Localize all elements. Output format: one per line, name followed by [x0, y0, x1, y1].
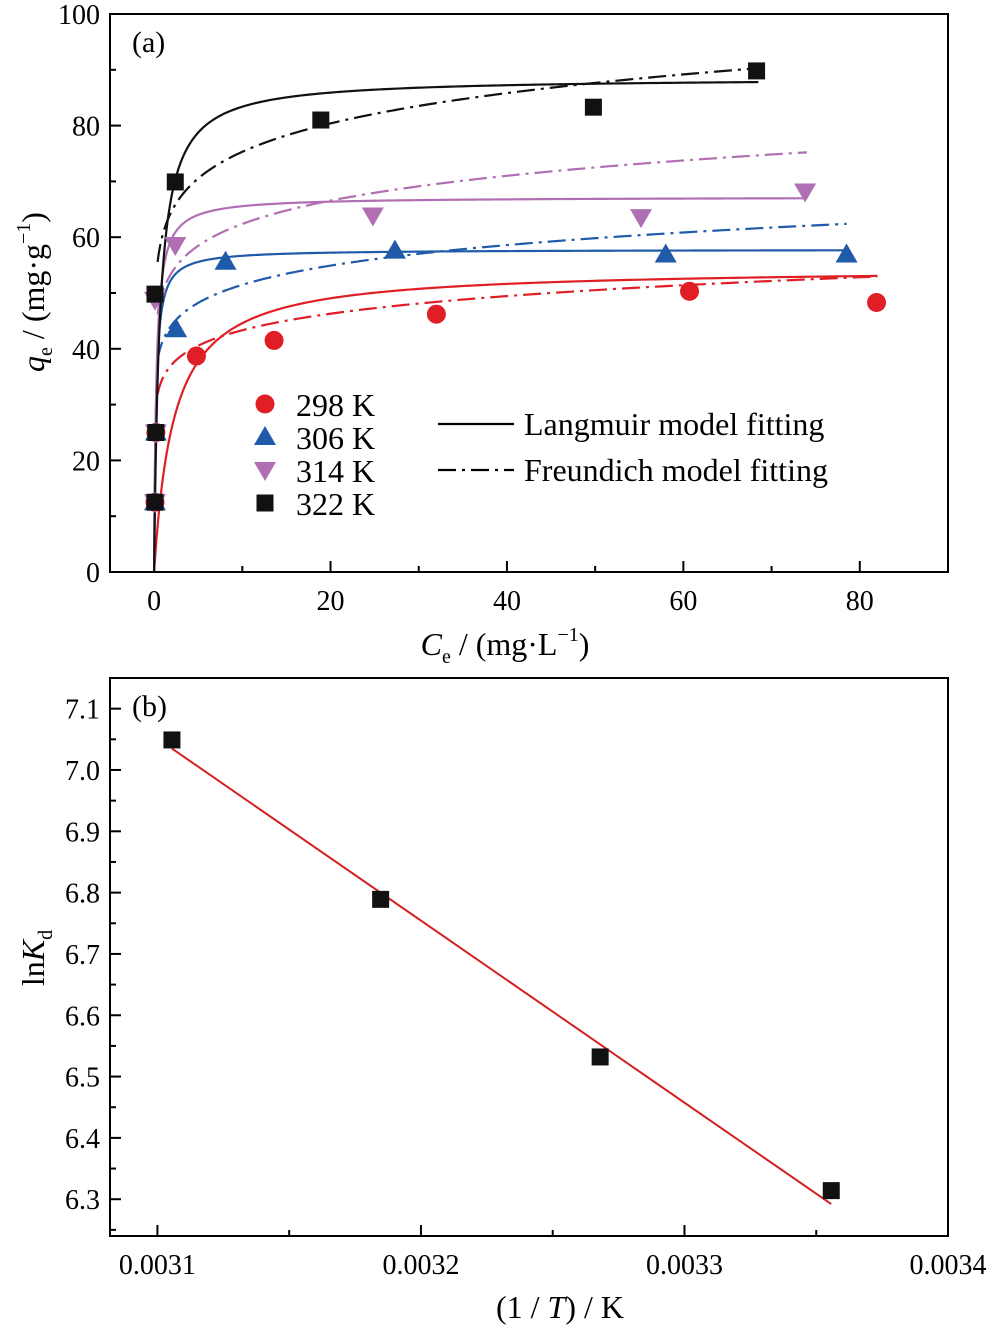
data-point: [163, 731, 181, 749]
legend-marker: [254, 426, 276, 445]
langmuir-fit-306k: [153, 249, 847, 572]
point-322k: [146, 493, 164, 511]
point-322k: [748, 62, 766, 80]
legend-marker: [256, 494, 274, 512]
legend-label: 322 K: [296, 486, 375, 522]
data-points: [143, 62, 887, 514]
langmuir-fit-314k: [153, 197, 807, 572]
data-point: [372, 890, 390, 908]
x-tick-label: 40: [493, 586, 521, 617]
point-298k: [680, 281, 700, 301]
y-tick-label: 40: [72, 335, 100, 366]
x-tick-label: 0.0033: [646, 1250, 723, 1281]
y-tick-label: 6.6: [65, 1001, 100, 1032]
legend-label: 306 K: [296, 420, 375, 456]
point-322k: [146, 285, 164, 303]
point-322k: [166, 173, 184, 191]
legend-marker: [254, 462, 276, 481]
data-point: [822, 1182, 840, 1200]
y-axis-title: qe / (mg·g−1): [13, 212, 57, 372]
legend-line-label: Langmuir model fitting: [524, 406, 824, 442]
fit-curves: [153, 67, 878, 572]
x-tick-label: 80: [846, 586, 874, 617]
x-axis-title: Ce / (mg·L−1): [421, 624, 590, 668]
y-tick-label: 6.5: [65, 1063, 100, 1094]
point-306k: [214, 250, 237, 270]
x-tick-label: 0.0032: [382, 1250, 459, 1281]
legend-label: 314 K: [296, 453, 375, 489]
langmuir-fit-298k: [153, 274, 878, 572]
point-306k: [383, 239, 406, 259]
point-322k: [584, 98, 602, 116]
y-tick-label: 100: [58, 0, 100, 31]
panel-b-vant-hoff-chart: 0.0031 0.0032 0.0033 0.0034 6.3 6.4 6.5 6.6 6.7 6…: [15, 677, 987, 1325]
point-306k: [835, 243, 858, 263]
freundlich-fit-298k: [156, 275, 878, 395]
point-314k: [361, 207, 384, 227]
plot-frame: [109, 13, 949, 573]
x-tick-label: 0: [147, 586, 161, 617]
y-tick-label: 6.4: [65, 1124, 100, 1155]
point-322k: [312, 111, 330, 129]
point-314k: [630, 209, 653, 229]
y-tick-label: 60: [72, 223, 100, 254]
y-tick-label: 6.9: [65, 817, 100, 848]
y-tick-label: 7.0: [65, 756, 100, 787]
point-298k: [426, 304, 446, 324]
x-axis-title: (1 / T) / K: [496, 1289, 624, 1325]
y-tick-label: 6.8: [65, 879, 100, 910]
y-tick-label: 80: [72, 112, 100, 143]
plot-frame: [109, 677, 949, 1237]
panel-label: (a): [132, 26, 165, 59]
point-298k: [264, 330, 284, 350]
legend-marker: [255, 394, 275, 414]
y-tick-label: 6.7: [65, 940, 100, 971]
y-tick-label: 6.3: [65, 1185, 100, 1216]
freundlich-fit-306k: [156, 222, 847, 360]
x-tick-label: 0.0031: [119, 1250, 196, 1281]
linear-fit-line: [171, 747, 832, 1205]
x-tick-label: 60: [669, 586, 697, 617]
x-tick-label: 20: [317, 586, 345, 617]
point-306k: [165, 318, 188, 338]
data-point: [591, 1048, 609, 1066]
point-314k: [794, 183, 817, 203]
legend-label: 298 K: [296, 387, 375, 423]
y-tick-label: 7.1: [65, 695, 100, 726]
point-298k: [867, 292, 887, 312]
freundlich-fit-314k: [156, 151, 807, 315]
y-tick-label: 0: [86, 558, 100, 589]
y-tick-label: 20: [72, 446, 100, 477]
langmuir-fit-322k: [153, 80, 759, 572]
point-314k: [164, 237, 187, 257]
point-322k: [147, 424, 165, 441]
legend-line-label: Freundich model fitting: [524, 452, 828, 488]
freundlich-fit-322k: [156, 67, 759, 263]
y-axis-title: lnKd: [15, 930, 57, 986]
point-306k: [654, 243, 677, 263]
panel-label: (b): [132, 690, 167, 723]
x-tick-label: 0.0034: [910, 1250, 987, 1281]
point-298k: [186, 346, 206, 366]
